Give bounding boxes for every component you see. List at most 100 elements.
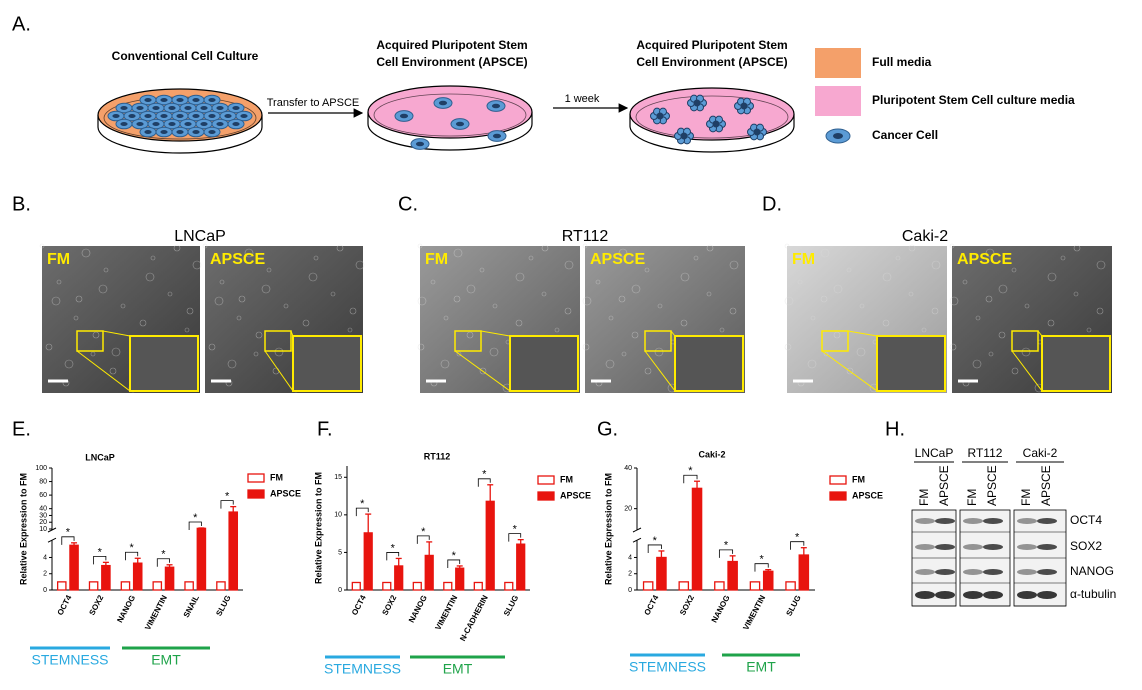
significance-bracket	[683, 474, 698, 484]
texture	[145, 272, 155, 282]
dish-title: Acquired Pluripotent Stem	[376, 38, 527, 52]
dish-media	[367, 85, 533, 139]
texture	[931, 260, 941, 270]
band	[963, 518, 983, 524]
dish-title: Acquired Pluripotent Stem	[636, 38, 787, 52]
texture	[833, 284, 843, 294]
legend-swatch	[247, 489, 265, 499]
cell-nucleus	[232, 122, 240, 126]
y-tick-label: 80	[39, 478, 47, 485]
texture	[820, 248, 830, 258]
cell-nucleus	[112, 114, 120, 118]
cell-line-label: Caki-2	[1023, 446, 1058, 460]
band	[1037, 518, 1057, 524]
lane-label: APSCE	[937, 465, 951, 506]
x-tick-label: SLUG	[502, 594, 520, 618]
zoom-line	[847, 330, 878, 337]
zoom-box	[821, 330, 849, 352]
legend-label: Cancer Cell	[872, 128, 938, 142]
sphere-cell	[753, 128, 761, 136]
zoom-line	[264, 350, 294, 392]
texture	[139, 319, 147, 327]
texture	[631, 331, 639, 339]
zoom-line	[644, 350, 676, 392]
bar	[656, 556, 667, 591]
inset	[674, 335, 744, 392]
cell-nucleus	[160, 114, 168, 118]
texture	[859, 303, 865, 309]
texture	[1024, 303, 1030, 309]
band	[983, 591, 1003, 599]
significance-mark: *	[688, 465, 693, 477]
texture	[657, 303, 663, 309]
x-tick-label: N-CADHERIN	[458, 594, 490, 643]
cell-nucleus	[200, 122, 208, 126]
zoom-line	[1011, 350, 1043, 392]
significance-bracket	[93, 555, 107, 565]
significance-mark: *	[193, 512, 198, 524]
y-tick-label: 20	[39, 519, 47, 526]
texture	[949, 296, 959, 306]
cell-nucleus	[176, 130, 184, 134]
significance-bracket	[647, 544, 662, 553]
y-tick-label: 60	[39, 492, 47, 499]
texture	[274, 347, 284, 357]
cell-nucleus	[232, 106, 240, 110]
lane-label: APSCE	[985, 465, 999, 506]
y-tick-label: 30	[39, 512, 47, 519]
inset	[1041, 335, 1111, 392]
cell-nucleus	[455, 121, 465, 127]
band	[915, 518, 935, 524]
bar	[443, 581, 453, 591]
chart-title: LNCaP	[85, 452, 115, 462]
texture	[214, 296, 224, 306]
dish-title: Cell Environment (APSCE)	[376, 55, 527, 69]
y-tick-label: 0	[628, 587, 632, 594]
band	[983, 518, 1003, 524]
texture	[706, 291, 712, 297]
cell-nucleus	[208, 98, 216, 102]
texture	[975, 315, 981, 321]
texture	[173, 244, 181, 252]
significance-mark: *	[161, 549, 166, 561]
texture	[998, 331, 1006, 339]
y-tick-label: 0	[43, 587, 47, 594]
texture	[807, 359, 817, 369]
texture	[417, 243, 423, 249]
y-tick-label: 2	[628, 571, 632, 578]
significance-mark: *	[98, 546, 103, 558]
band	[963, 544, 983, 550]
bar	[88, 581, 99, 591]
zoom-box	[644, 330, 672, 352]
significance-mark: *	[653, 535, 658, 547]
texture	[1096, 260, 1106, 270]
zoom-line	[480, 330, 511, 337]
band	[963, 569, 983, 575]
texture	[64, 359, 74, 369]
significance-mark: *	[482, 469, 487, 481]
significance-bracket	[416, 535, 430, 544]
texture	[308, 272, 318, 282]
texture	[582, 343, 590, 351]
cell-nucleus	[415, 141, 425, 147]
x-tick-label: SOX2	[678, 593, 696, 617]
y-tick-label: 4	[43, 554, 47, 561]
x-tick-label: NANOG	[710, 594, 732, 625]
zoom-box	[264, 330, 292, 352]
texture	[680, 272, 690, 282]
texture	[998, 284, 1008, 294]
texture	[355, 260, 365, 270]
texture	[882, 319, 890, 327]
texture	[75, 295, 83, 303]
arrow-label: 1 week	[565, 93, 600, 105]
protein-label: NANOG	[1070, 564, 1114, 578]
texture	[466, 331, 474, 339]
break-mark	[47, 537, 57, 543]
legend-label: Full media	[872, 55, 932, 69]
bar	[164, 566, 175, 591]
cell-nucleus	[144, 130, 152, 134]
cell-nucleus	[208, 130, 216, 134]
chart-title: Caki-2	[698, 449, 725, 459]
legend-label: APSCE	[852, 490, 883, 500]
bar	[516, 543, 526, 591]
